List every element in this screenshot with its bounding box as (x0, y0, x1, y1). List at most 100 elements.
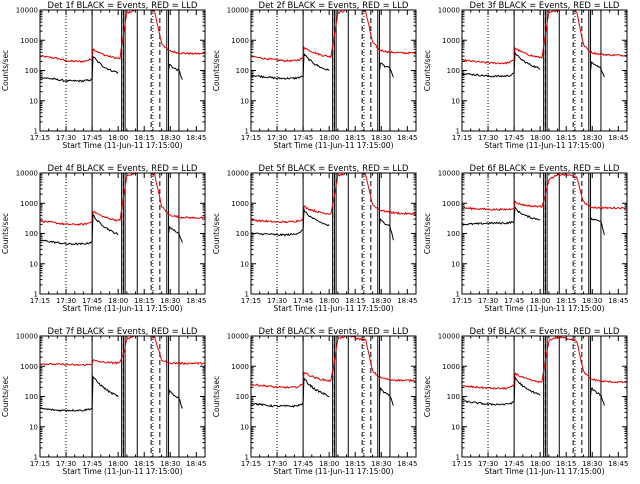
x-axis-label: Start Time (11-Jun-11 17:15:00) (485, 304, 605, 313)
x-tick-label: 18:15 (556, 297, 576, 305)
y-tick-label: 10 (29, 260, 38, 268)
events-series-line (168, 225, 183, 243)
lld-series-line (251, 336, 416, 389)
y-tick-label: 100 (447, 393, 460, 401)
x-tick-label: 18:45 (186, 460, 206, 468)
x-tick-label: 18:15 (556, 134, 576, 142)
plot-area (40, 10, 205, 131)
x-tick-label: 17:30 (56, 460, 76, 468)
plot-area (462, 10, 627, 131)
lld-series-line (462, 336, 627, 390)
x-tick-label: 17:30 (56, 297, 76, 305)
x-tick-label: 17:30 (267, 297, 287, 305)
detector-panel-4: Det 4f BLACK = Events, RED = LLD Start Ti… (1, 164, 206, 313)
panel-title: Det 1f BLACK = Events, RED = LLD (48, 1, 198, 11)
events-series-line (462, 375, 541, 406)
x-tick-label: 17:15 (241, 460, 261, 468)
detector-panel-9: Det 9f BLACK = Events, RED = LLD Start Ti… (423, 327, 628, 476)
y-tick-label: 10 (451, 423, 460, 431)
y-axis-label: Counts/sec (423, 213, 432, 254)
y-tick-label: 10000 (16, 333, 38, 341)
y-tick-label: 10000 (438, 333, 460, 341)
plot-frame (250, 335, 417, 458)
lld-series-line (251, 173, 416, 224)
panel-title: Det 4f BLACK = Events, RED = LLD (48, 164, 198, 174)
x-tick-label: 18:45 (397, 460, 417, 468)
events-series-line (40, 375, 119, 413)
y-tick-label: 100 (25, 393, 38, 401)
x-axis-label: Start Time (11-Jun-11 17:15:00) (485, 141, 605, 150)
x-tick-label: 17:30 (478, 134, 498, 142)
x-tick-label: 17:45 (293, 460, 313, 468)
y-axis-label: Counts/sec (1, 213, 10, 254)
x-tick-label: 18:15 (134, 297, 154, 305)
panel-title: Det 2f BLACK = Events, RED = LLD (259, 1, 409, 11)
y-tick-label: 100 (236, 393, 249, 401)
plot-frame (39, 9, 206, 132)
y-axis-label: Counts/sec (212, 213, 221, 254)
x-tick-label: 17:30 (267, 134, 287, 142)
y-tick-label: 1 (245, 291, 249, 299)
y-tick-label: 1000 (231, 37, 249, 45)
events-series-line (379, 218, 394, 241)
x-tick-label: 17:30 (56, 134, 76, 142)
y-tick-label: 1000 (20, 200, 38, 208)
x-tick-label: 17:15 (30, 134, 50, 142)
x-tick-label: 18:00 (108, 297, 128, 305)
y-tick-label: 1 (245, 128, 249, 136)
x-tick-label: 17:45 (82, 134, 102, 142)
y-tick-label: 1 (456, 454, 460, 462)
plot-area (251, 336, 416, 457)
x-tick-label: 18:15 (134, 460, 154, 468)
x-tick-label: 18:45 (397, 134, 417, 142)
lld-series-line (40, 10, 205, 63)
x-tick-label: 17:45 (504, 460, 524, 468)
x-tick-label: 18:15 (345, 134, 365, 142)
plot-frame (461, 9, 628, 132)
x-tick-label: 18:30 (371, 460, 391, 468)
y-tick-label: 100 (25, 67, 38, 75)
y-tick-label: 10 (451, 260, 460, 268)
x-tick-label: 17:15 (452, 134, 472, 142)
x-axis-label: Start Time (11-Jun-11 17:15:00) (274, 467, 394, 476)
x-tick-label: 18:30 (160, 460, 180, 468)
y-tick-label: 10 (451, 97, 460, 105)
y-tick-label: 10 (29, 423, 38, 431)
x-tick-label: 18:00 (319, 297, 339, 305)
x-tick-label: 18:45 (186, 134, 206, 142)
y-tick-label: 1000 (442, 363, 460, 371)
plot-frame (461, 335, 628, 458)
y-tick-label: 1 (456, 128, 460, 136)
x-tick-label: 17:45 (504, 134, 524, 142)
y-tick-label: 1000 (20, 363, 38, 371)
x-tick-label: 17:45 (82, 460, 102, 468)
x-tick-label: 18:00 (108, 134, 128, 142)
x-tick-label: 18:15 (556, 460, 576, 468)
y-tick-label: 10 (240, 423, 249, 431)
x-tick-label: 18:15 (345, 297, 365, 305)
x-axis-label: Start Time (11-Jun-11 17:15:00) (274, 304, 394, 313)
x-tick-label: 18:45 (608, 134, 628, 142)
x-axis-label: Start Time (11-Jun-11 17:15:00) (274, 141, 394, 150)
x-tick-label: 17:45 (82, 297, 102, 305)
plot-frame (461, 172, 628, 295)
y-tick-label: 1 (34, 454, 38, 462)
y-axis-label: Counts/sec (423, 376, 432, 417)
y-axis-label: Counts/sec (1, 376, 10, 417)
plot-frame (250, 172, 417, 295)
events-series-line (40, 213, 119, 246)
x-tick-label: 17:15 (452, 460, 472, 468)
plot-frame (39, 335, 206, 458)
x-tick-label: 17:15 (241, 297, 261, 305)
y-tick-label: 1000 (20, 37, 38, 45)
y-tick-label: 1 (456, 291, 460, 299)
lld-series-line (251, 10, 416, 63)
events-series-line (251, 53, 330, 80)
events-series-line (590, 387, 605, 406)
x-tick-label: 18:00 (108, 460, 128, 468)
plot-area (251, 173, 416, 294)
y-tick-label: 10000 (227, 333, 249, 341)
x-axis-label: Start Time (11-Jun-11 17:15:00) (63, 304, 183, 313)
